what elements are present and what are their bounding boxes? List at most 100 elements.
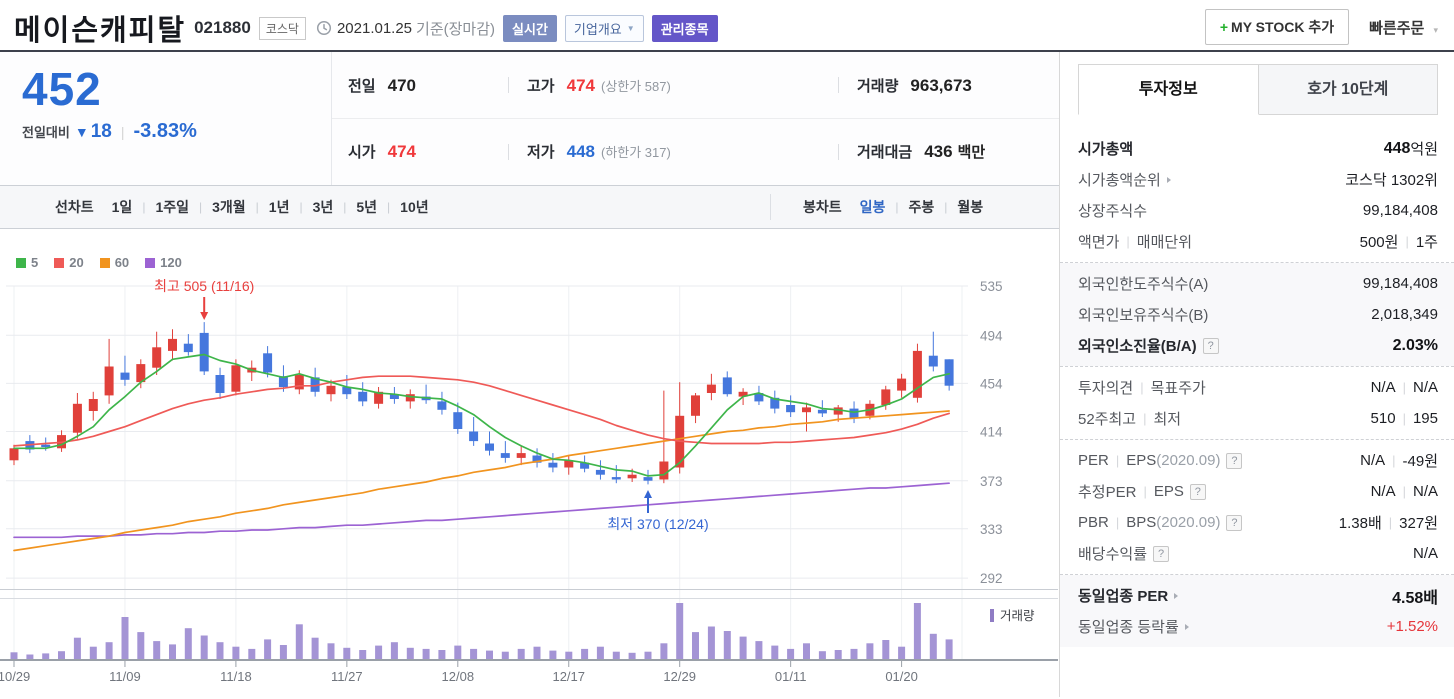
info-value: 99,184,408 [1363,202,1438,219]
candle-tab-1[interactable]: 일봉 [859,199,886,215]
info-rows: 시가총액 448 억원 시가총액순위 코스닥 1302위 상장주식수 99,184,408 액… [1060,128,1454,647]
ma-period-label: 20 [69,255,84,270]
info-text: 1주 [1415,234,1438,251]
quick-order-button[interactable]: 빠른주문 ▾ [1369,17,1438,38]
info-row: 동일업종 PER 4.58배 [1078,580,1438,611]
separator: | [1388,515,1393,530]
help-icon[interactable]: ? [1202,337,1219,354]
quote-cell: 거래대금 436 백만 [838,141,1059,162]
info-text: 2.03% [1392,336,1438,354]
section-divider [1060,439,1454,440]
info-row: 투자의견 | 목표주가 N/A | N/A [1078,372,1438,403]
quote-row: 시가 474 저가 448 (하한가 317) 거래대금 436 백만 [332,118,1059,184]
quick-order-label: 빠른주문 [1369,19,1425,37]
info-text: 투자의견 [1078,380,1134,397]
line-tab-7[interactable]: 10년 [400,199,429,215]
line-tab-4[interactable]: 1년 [268,199,290,215]
info-row: 외국인보유주식수(B) 2,018,349 [1078,299,1438,330]
info-text: 배당수익률 [1078,546,1148,563]
info-row: PBR | BPS (2020.09)? 1.38배 | 327원 [1078,507,1438,538]
quote-cell: 고가 474 (상한가 587) [508,75,838,96]
ma-legend: 5 20 60 120 [16,255,198,270]
quote-extra: (하한가 317) [600,145,671,160]
info-text: N/A [1412,483,1438,500]
candle-tab-3[interactable]: 월봉 [957,199,984,215]
line-tab-2[interactable]: 1주일 [155,199,189,215]
separator: | [343,200,347,214]
quote-cell: 거래량 963,673 [838,75,1059,96]
info-text: 동일업종 PER [1078,588,1169,605]
info-label: 시가총액 [1078,138,1133,159]
quote-table: 전일 470 고가 474 (상한가 587) 거래량 963,673 시가 474 저가 448 (… [332,52,1059,185]
info-section: 동일업종 PER 4.58배 동일업종 등락률 +1.52% [1060,575,1454,647]
help-icon[interactable]: ? [1226,452,1243,469]
quote-label: 전일 [348,77,376,95]
info-text: 최저 [1153,411,1182,428]
info-row: 52주최고 | 최저 510 | 195 [1078,403,1438,434]
info-row: 시가총액 448 억원 [1078,133,1438,164]
help-icon[interactable]: ? [1189,483,1206,500]
svg-text:11/09: 11/09 [109,669,141,684]
info-text: PER [1078,452,1109,469]
change-label: 전일대비 [22,125,70,141]
info-section: 외국인한도주식수(A) 99,184,408 외국인보유주식수(B) 2,018,34… [1060,263,1454,366]
svg-text:12/29: 12/29 [663,669,696,684]
clock-icon [316,20,332,36]
info-value: N/A | -49원 [1360,450,1438,471]
ma-period-label: 120 [160,255,182,270]
info-text: 시가총액 [1078,141,1134,158]
ma-legend-item: 120 [145,255,182,270]
info-row: 배당수익률? N/A [1078,538,1438,569]
quote-value: 474 [566,75,595,95]
line-tab-3[interactable]: 3개월 [212,199,246,215]
separator: | [387,200,391,214]
quote-extra: (상한가 587) [600,78,671,94]
company-overview-dropdown[interactable]: 기업개요 ▼ [564,14,644,42]
info-label: 동일업종 PER [1078,585,1179,606]
info-text: N/A [1370,379,1396,396]
candle-tab-2[interactable]: 주봉 [908,199,935,215]
legend-swatch [54,257,65,268]
info-value: N/A | N/A [1371,483,1438,500]
svg-text:최저 370 (12/24): 최저 370 (12/24) [607,516,708,532]
chart-panel: 5 20 60 120 535 494 454 414 373 333 292 10/29 11/09… [0,229,1059,697]
line-tab-6[interactable]: 5년 [356,199,378,215]
tab-invest-info[interactable]: 투자정보 [1078,64,1259,115]
ma-legend-item: 60 [99,255,129,270]
separator: | [1405,234,1409,249]
quote-cell: 시가 474 [332,141,508,162]
change-value: 18 [90,120,112,142]
tab-ask-price-10[interactable]: 호가 10단계 [1258,64,1438,115]
info-text: 목표주가 [1150,380,1206,397]
line-tab-1[interactable]: 1일 [111,199,133,215]
info-label: 외국인보유주식수(B) [1078,304,1208,325]
base-date-note: 기준(장마감) [416,20,496,38]
stock-title: 메이슨캐피탈 [14,15,187,47]
help-icon[interactable]: ? [1153,545,1170,562]
info-label: 시가총액순위 [1078,169,1171,190]
info-label: 배당수익률? [1078,543,1170,564]
info-label: 추정PER | EPS? [1078,481,1206,502]
svg-text:535: 535 [980,279,1003,294]
info-text: 500원 [1359,234,1399,251]
svg-text:10/29: 10/29 [0,669,30,684]
separator: | [1392,453,1396,468]
company-overview-label: 기업개요 [573,21,622,37]
my-stock-add-button[interactable]: + MY STOCK 추가 [1204,9,1350,45]
header: 메이슨캐피탈 021880 코스닥 2021.01.25 기준(장마감) 실시간… [0,0,1454,52]
info-text: N/A [1412,545,1438,562]
quote-value: 436 [924,142,953,161]
ma-legend-item: 20 [54,255,84,270]
quote-label: 거래량 [857,77,899,95]
svg-text:01/11: 01/11 [775,669,807,684]
line-chart-label: 선차트 [55,199,94,215]
info-text: 99,184,408 [1362,202,1438,219]
info-text: 2,018,349 [1371,306,1438,323]
separator: | [142,200,146,214]
svg-text:494: 494 [980,328,1003,343]
plus-icon: + [1219,19,1229,35]
market-badge: 코스닥 [258,16,306,40]
line-tab-5[interactable]: 3년 [312,199,334,215]
help-icon[interactable]: ? [1226,514,1243,531]
realtime-badge[interactable]: 실시간 [503,14,557,42]
